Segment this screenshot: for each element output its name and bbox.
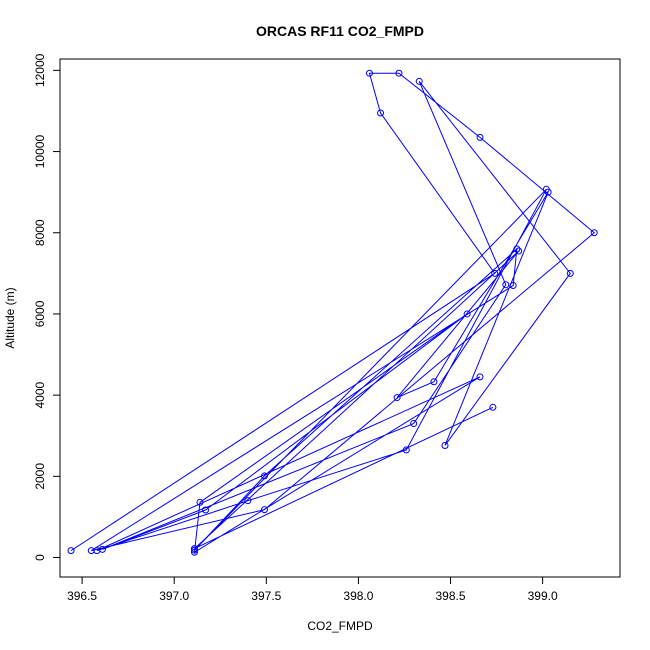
x-tick-label: 399.0 <box>528 589 558 603</box>
data-point <box>395 69 403 77</box>
data-point <box>515 247 523 255</box>
data-point <box>377 109 385 117</box>
x-axis: 396.5 397.0 397.5 398.0 398.5 399.0 <box>67 576 558 603</box>
x-tick-label: 398.5 <box>436 589 466 603</box>
data-point <box>67 547 75 555</box>
x-tick-label: 396.5 <box>67 589 97 603</box>
data-point <box>513 245 521 253</box>
data-point <box>566 269 574 277</box>
data-point <box>415 77 423 85</box>
data-point <box>502 281 510 289</box>
chart-title: ORCAS RF11 CO2_FMPD <box>256 23 424 39</box>
y-tick-label: 6000 <box>33 300 47 327</box>
y-tick-label: 4000 <box>33 381 47 408</box>
data-point <box>260 472 268 480</box>
data-point <box>441 441 449 449</box>
data-point <box>509 282 517 290</box>
x-axis-label: CO2_FMPD <box>307 619 373 633</box>
data-point <box>476 133 484 141</box>
y-axis: 0 2000 4000 6000 8000 10000 12000 <box>33 53 61 561</box>
data-point <box>202 506 210 514</box>
data-point <box>260 506 268 514</box>
data-point <box>463 310 471 318</box>
y-tick-label: 12000 <box>33 53 47 87</box>
data-point <box>196 498 204 506</box>
y-tick-label: 2000 <box>33 463 47 490</box>
data-point <box>402 446 410 454</box>
y-axis-label: Altitude (m) <box>3 287 17 348</box>
data-point <box>393 394 401 402</box>
x-tick-label: 398.0 <box>343 589 373 603</box>
data-point <box>410 420 418 428</box>
data-point <box>476 373 484 381</box>
y-tick-label: 10000 <box>33 135 47 169</box>
x-tick-label: 397.0 <box>159 589 189 603</box>
data-point <box>489 403 497 411</box>
data-point <box>365 69 373 77</box>
series-line <box>70 72 595 554</box>
y-tick-label: 8000 <box>33 219 47 246</box>
data-point <box>244 497 252 505</box>
x-tick-label: 397.5 <box>251 589 281 603</box>
data-point <box>544 188 552 196</box>
data-point <box>190 548 198 556</box>
data-point <box>590 229 598 237</box>
data-point <box>491 269 499 277</box>
series-points <box>67 69 598 556</box>
y-tick-label: 0 <box>33 554 47 561</box>
data-point <box>190 545 198 553</box>
data-point <box>98 545 106 553</box>
series-lines <box>70 72 595 554</box>
data-point <box>430 378 438 386</box>
plot-area <box>59 58 621 578</box>
